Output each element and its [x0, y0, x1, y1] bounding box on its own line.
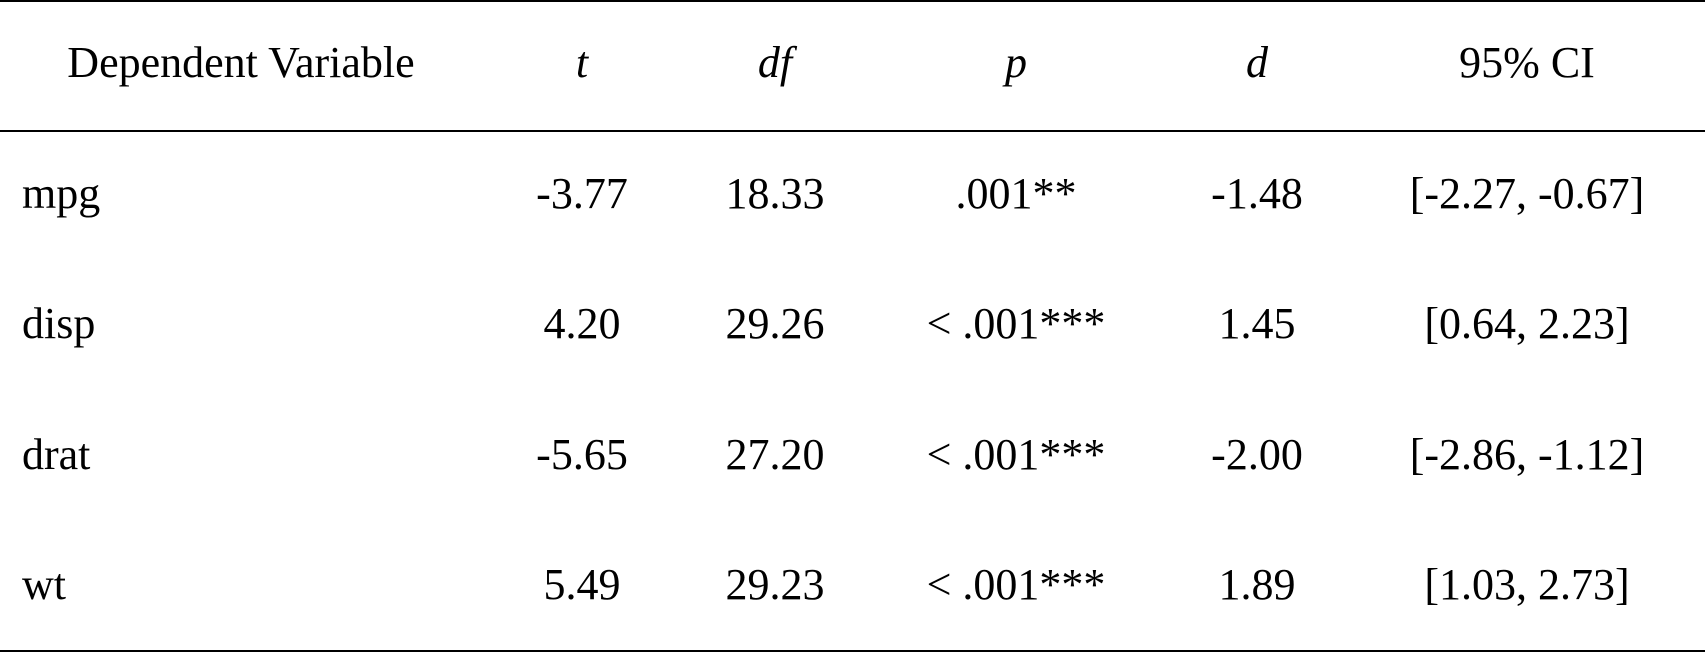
cell: [1.03, 2.73] [1424, 560, 1629, 609]
cell: 1.45 [1219, 299, 1296, 348]
cell: < .001*** [927, 560, 1106, 609]
cell: 29.26 [726, 299, 825, 348]
cell: -5.65 [536, 430, 628, 479]
header-cell: t [576, 38, 590, 87]
cell: [0.64, 2.23] [1424, 299, 1629, 348]
cell: 27.20 [726, 430, 825, 479]
row-label: wt [22, 560, 66, 609]
cell: 18.33 [726, 169, 825, 218]
cell: 29.23 [726, 560, 825, 609]
cell: 1.89 [1219, 560, 1296, 609]
row-label: drat [22, 430, 90, 479]
row-label: mpg [22, 169, 100, 218]
header-cell: 95% CI [1459, 38, 1595, 87]
cell: < .001*** [927, 299, 1106, 348]
cell: [-2.86, -1.12] [1410, 430, 1645, 479]
cell: 5.49 [544, 560, 621, 609]
header-cell: df [758, 38, 798, 87]
cell: -1.48 [1211, 169, 1303, 218]
cell: -3.77 [536, 169, 628, 218]
header-cell: Dependent Variable [67, 38, 414, 87]
cell: [-2.27, -0.67] [1410, 169, 1645, 218]
cell: 4.20 [544, 299, 621, 348]
cell: .001** [956, 169, 1077, 218]
row-label: disp [22, 299, 95, 348]
cell: < .001*** [927, 430, 1106, 479]
header-cell: d [1246, 38, 1269, 87]
cell: -2.00 [1211, 430, 1303, 479]
header-cell: p [1002, 38, 1027, 87]
